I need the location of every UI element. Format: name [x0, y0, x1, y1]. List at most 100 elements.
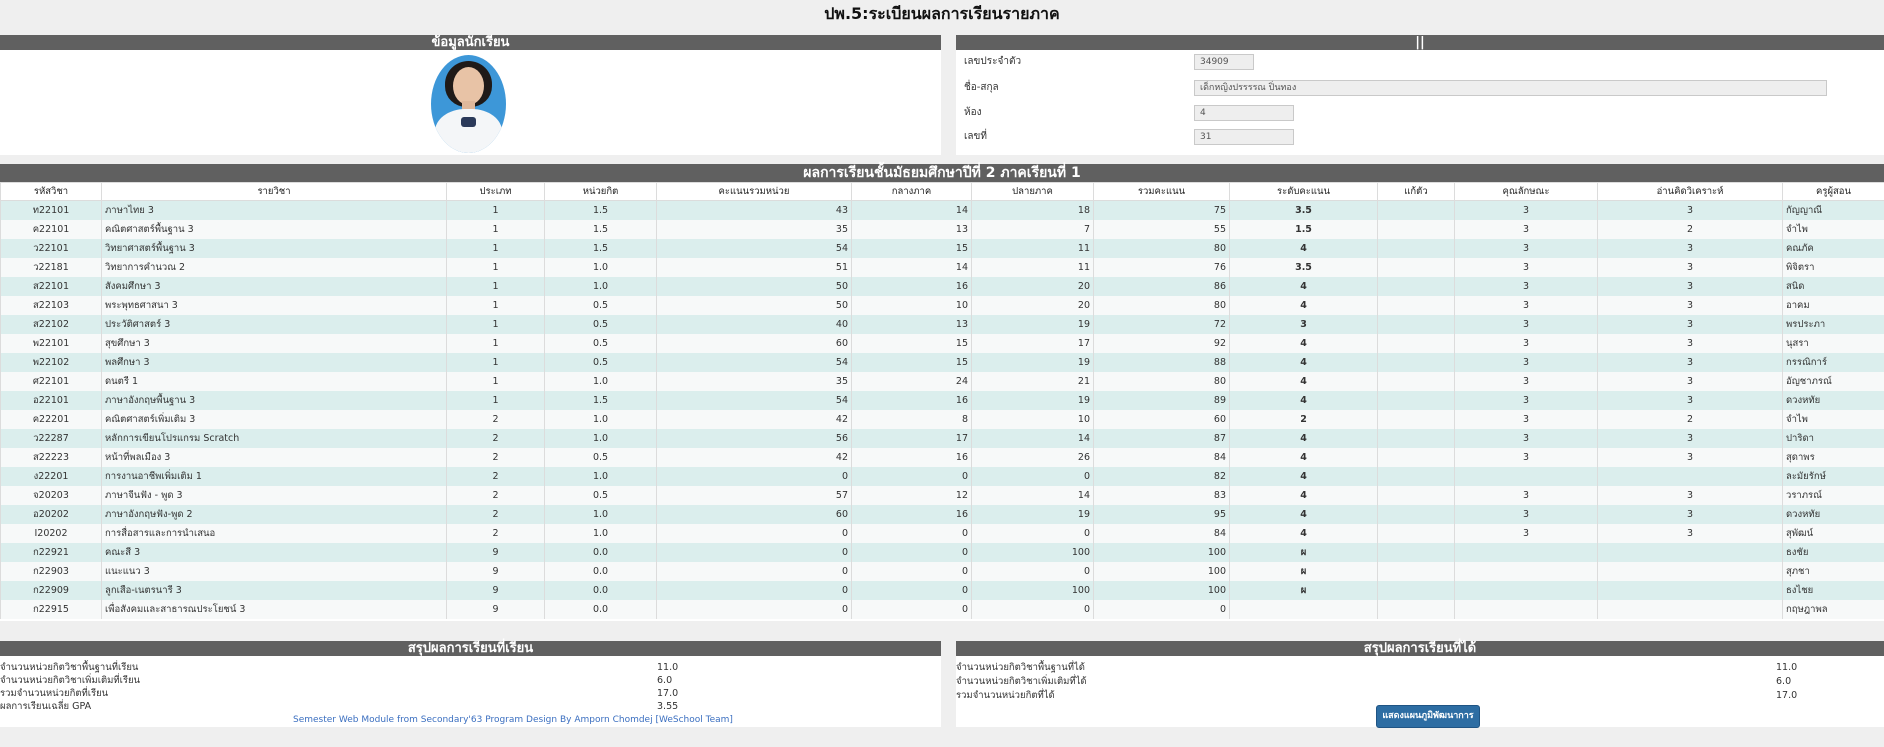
- midterm-score: 12: [851, 485, 972, 505]
- subject-name: ภาษาจีนฟัง - พูด 3: [101, 485, 447, 505]
- col-attribute: คุณลักษณะ: [1454, 182, 1598, 201]
- final-score: 0: [971, 599, 1094, 619]
- subject-name: ภาษาไทย 3: [101, 200, 447, 220]
- teacher-name: สนิด: [1782, 276, 1884, 296]
- subject-type: 9: [446, 599, 545, 619]
- attribute-score: [1454, 542, 1598, 562]
- subject-credits: 0.5: [544, 295, 657, 315]
- show-development-chart-button[interactable]: แสดงแผนภูมิพัฒนาการ: [1376, 705, 1480, 728]
- analysis-score: [1597, 542, 1783, 562]
- summary-earned-title: สรุปผลการเรียนที่ได้: [956, 641, 1884, 656]
- unit-score: 0: [656, 580, 852, 600]
- analysis-score: [1597, 561, 1783, 581]
- attribute-score: 3: [1454, 200, 1598, 220]
- unit-score: 43: [656, 200, 852, 220]
- final-score: 11: [971, 238, 1094, 258]
- footer-credit-link[interactable]: Semester Web Module from Secondary'63 Pr…: [293, 715, 733, 725]
- grade-level: 4: [1229, 276, 1378, 296]
- final-score: 19: [971, 314, 1094, 334]
- table-row: ง22201 การงานอาชีพเพิ่มเติม 1 2 1.0 0 0 0 82 4 ละ…: [0, 466, 1884, 486]
- subject-code: ก22903: [0, 561, 102, 581]
- teacher-name: สุพัฒน์: [1782, 523, 1884, 543]
- table-row: อ20202 ภาษาอังกฤษฟัง-พูด 2 2 1.0 60 16 19 95 4 3 3…: [0, 504, 1884, 524]
- subject-type: 2: [446, 523, 545, 543]
- total-score: 95: [1093, 504, 1230, 524]
- summary-label: จำนวนหน่วยกิตวิชาเพิ่มเติมที่เรียน: [0, 675, 141, 686]
- unit-score: 60: [656, 504, 852, 524]
- total-score: 83: [1093, 485, 1230, 505]
- subject-code: ศ22101: [0, 371, 102, 391]
- teacher-name: ปาริดา: [1782, 428, 1884, 448]
- table-row: ก22909 ลูกเสือ-เนตรนารี 3 9 0.0 0 0 100 100 ผธงไ…: [0, 580, 1884, 600]
- subject-type: 1: [446, 257, 545, 277]
- midterm-score: 0: [851, 561, 972, 581]
- subject-credits: 1.5: [544, 200, 657, 220]
- table-row: ว22287 หลักการเขียนโปรแกรม Scratch 2 1.0 56 1…: [0, 428, 1884, 448]
- total-score: 100: [1093, 561, 1230, 581]
- subject-credits: 1.0: [544, 428, 657, 448]
- total-score: 100: [1093, 580, 1230, 600]
- total-score: 72: [1093, 314, 1230, 334]
- grade-level: ผ: [1229, 580, 1378, 600]
- total-score: 88: [1093, 352, 1230, 372]
- analysis-score: 2: [1597, 409, 1783, 429]
- attribute-score: [1454, 599, 1598, 619]
- midterm-score: 0: [851, 542, 972, 562]
- total-score: 86: [1093, 276, 1230, 296]
- subject-code: ส22103: [0, 295, 102, 315]
- attribute-score: 3: [1454, 257, 1598, 277]
- grade-level: 4: [1229, 333, 1378, 353]
- col-retake: แก้ตัว: [1377, 182, 1455, 201]
- subject-credits: 1.5: [544, 238, 657, 258]
- table-row: ก22903 แนะแนว 3 9 0.0 0 0 0 100 ผสุภชา: [0, 561, 1884, 581]
- midterm-score: 0: [851, 599, 972, 619]
- subject-credits: 1.0: [544, 276, 657, 296]
- subject-type: 2: [446, 466, 545, 486]
- subject-code: จ20203: [0, 485, 102, 505]
- attribute-score: [1454, 561, 1598, 581]
- retake: [1377, 314, 1455, 334]
- attribute-score: 3: [1454, 352, 1598, 372]
- attribute-score: 3: [1454, 333, 1598, 353]
- subject-name: ดนตรี 1: [101, 371, 447, 391]
- teacher-name: จำไพ: [1782, 409, 1884, 429]
- midterm-score: 15: [851, 352, 972, 372]
- grade-level: ผ: [1229, 561, 1378, 581]
- subject-name: วิทยาศาสตร์พื้นฐาน 3: [101, 238, 447, 258]
- table-row: พ22102 พลศึกษา 3 1 0.5 54 15 19 88 4 3 3 กรรณิการ์: [0, 352, 1884, 372]
- attribute-score: 3: [1454, 428, 1598, 448]
- unit-score: 40: [656, 314, 852, 334]
- unit-score: 0: [656, 599, 852, 619]
- table-row: ส22103 พระพุทธศาสนา 3 1 0.5 50 10 20 80 4 3 3 อาคม: [0, 295, 1884, 315]
- subject-name: ลูกเสือ-เนตรนารี 3: [101, 580, 447, 600]
- grade-level: 4: [1229, 466, 1378, 486]
- summary-label: จำนวนหน่วยกิตวิชาพื้นฐานที่เรียน: [0, 662, 139, 673]
- grades-header-row: รหัสวิชา รายวิชา ประเภท หน่วยกิต คะแนนรว…: [0, 182, 1884, 201]
- retake: [1377, 257, 1455, 277]
- summary-earned-panel: สรุปผลการเรียนที่ได้ จำนวนหน่วยกิตวิชาพื…: [956, 641, 1884, 728]
- analysis-score: 3: [1597, 295, 1783, 315]
- grade-level: 3.5: [1229, 257, 1378, 277]
- grade-level: 4: [1229, 485, 1378, 505]
- retake: [1377, 599, 1455, 619]
- col-total: รวมคะแนน: [1093, 182, 1230, 201]
- teacher-name: ธงชัย: [1782, 542, 1884, 562]
- midterm-score: 8: [851, 409, 972, 429]
- subject-code: ว22181: [0, 257, 102, 277]
- total-score: 80: [1093, 238, 1230, 258]
- grade-level: 4: [1229, 295, 1378, 315]
- subject-name: พระพุทธศาสนา 3: [101, 295, 447, 315]
- subject-name: สุขศึกษา 3: [101, 333, 447, 353]
- col-unit-score: คะแนนรวมหน่วย: [656, 182, 852, 201]
- total-score: 0: [1093, 599, 1230, 619]
- midterm-score: 13: [851, 219, 972, 239]
- subject-code: ท22101: [0, 200, 102, 220]
- unit-score: 42: [656, 409, 852, 429]
- subject-name: หน้าที่พลเมือง 3: [101, 447, 447, 467]
- attribute-score: 3: [1454, 295, 1598, 315]
- final-score: 26: [971, 447, 1094, 467]
- table-row: ศ22101 ดนตรี 1 1 1.0 35 24 21 80 4 3 3 อัญชาภรณ์: [0, 371, 1884, 391]
- summary-label: จำนวนหน่วยกิตวิชาเพิ่มเติมที่ได้: [956, 676, 1087, 687]
- subject-type: 2: [446, 428, 545, 448]
- page-title: ปพ.5:ระเบียนผลการเรียนรายภาค: [824, 4, 1060, 23]
